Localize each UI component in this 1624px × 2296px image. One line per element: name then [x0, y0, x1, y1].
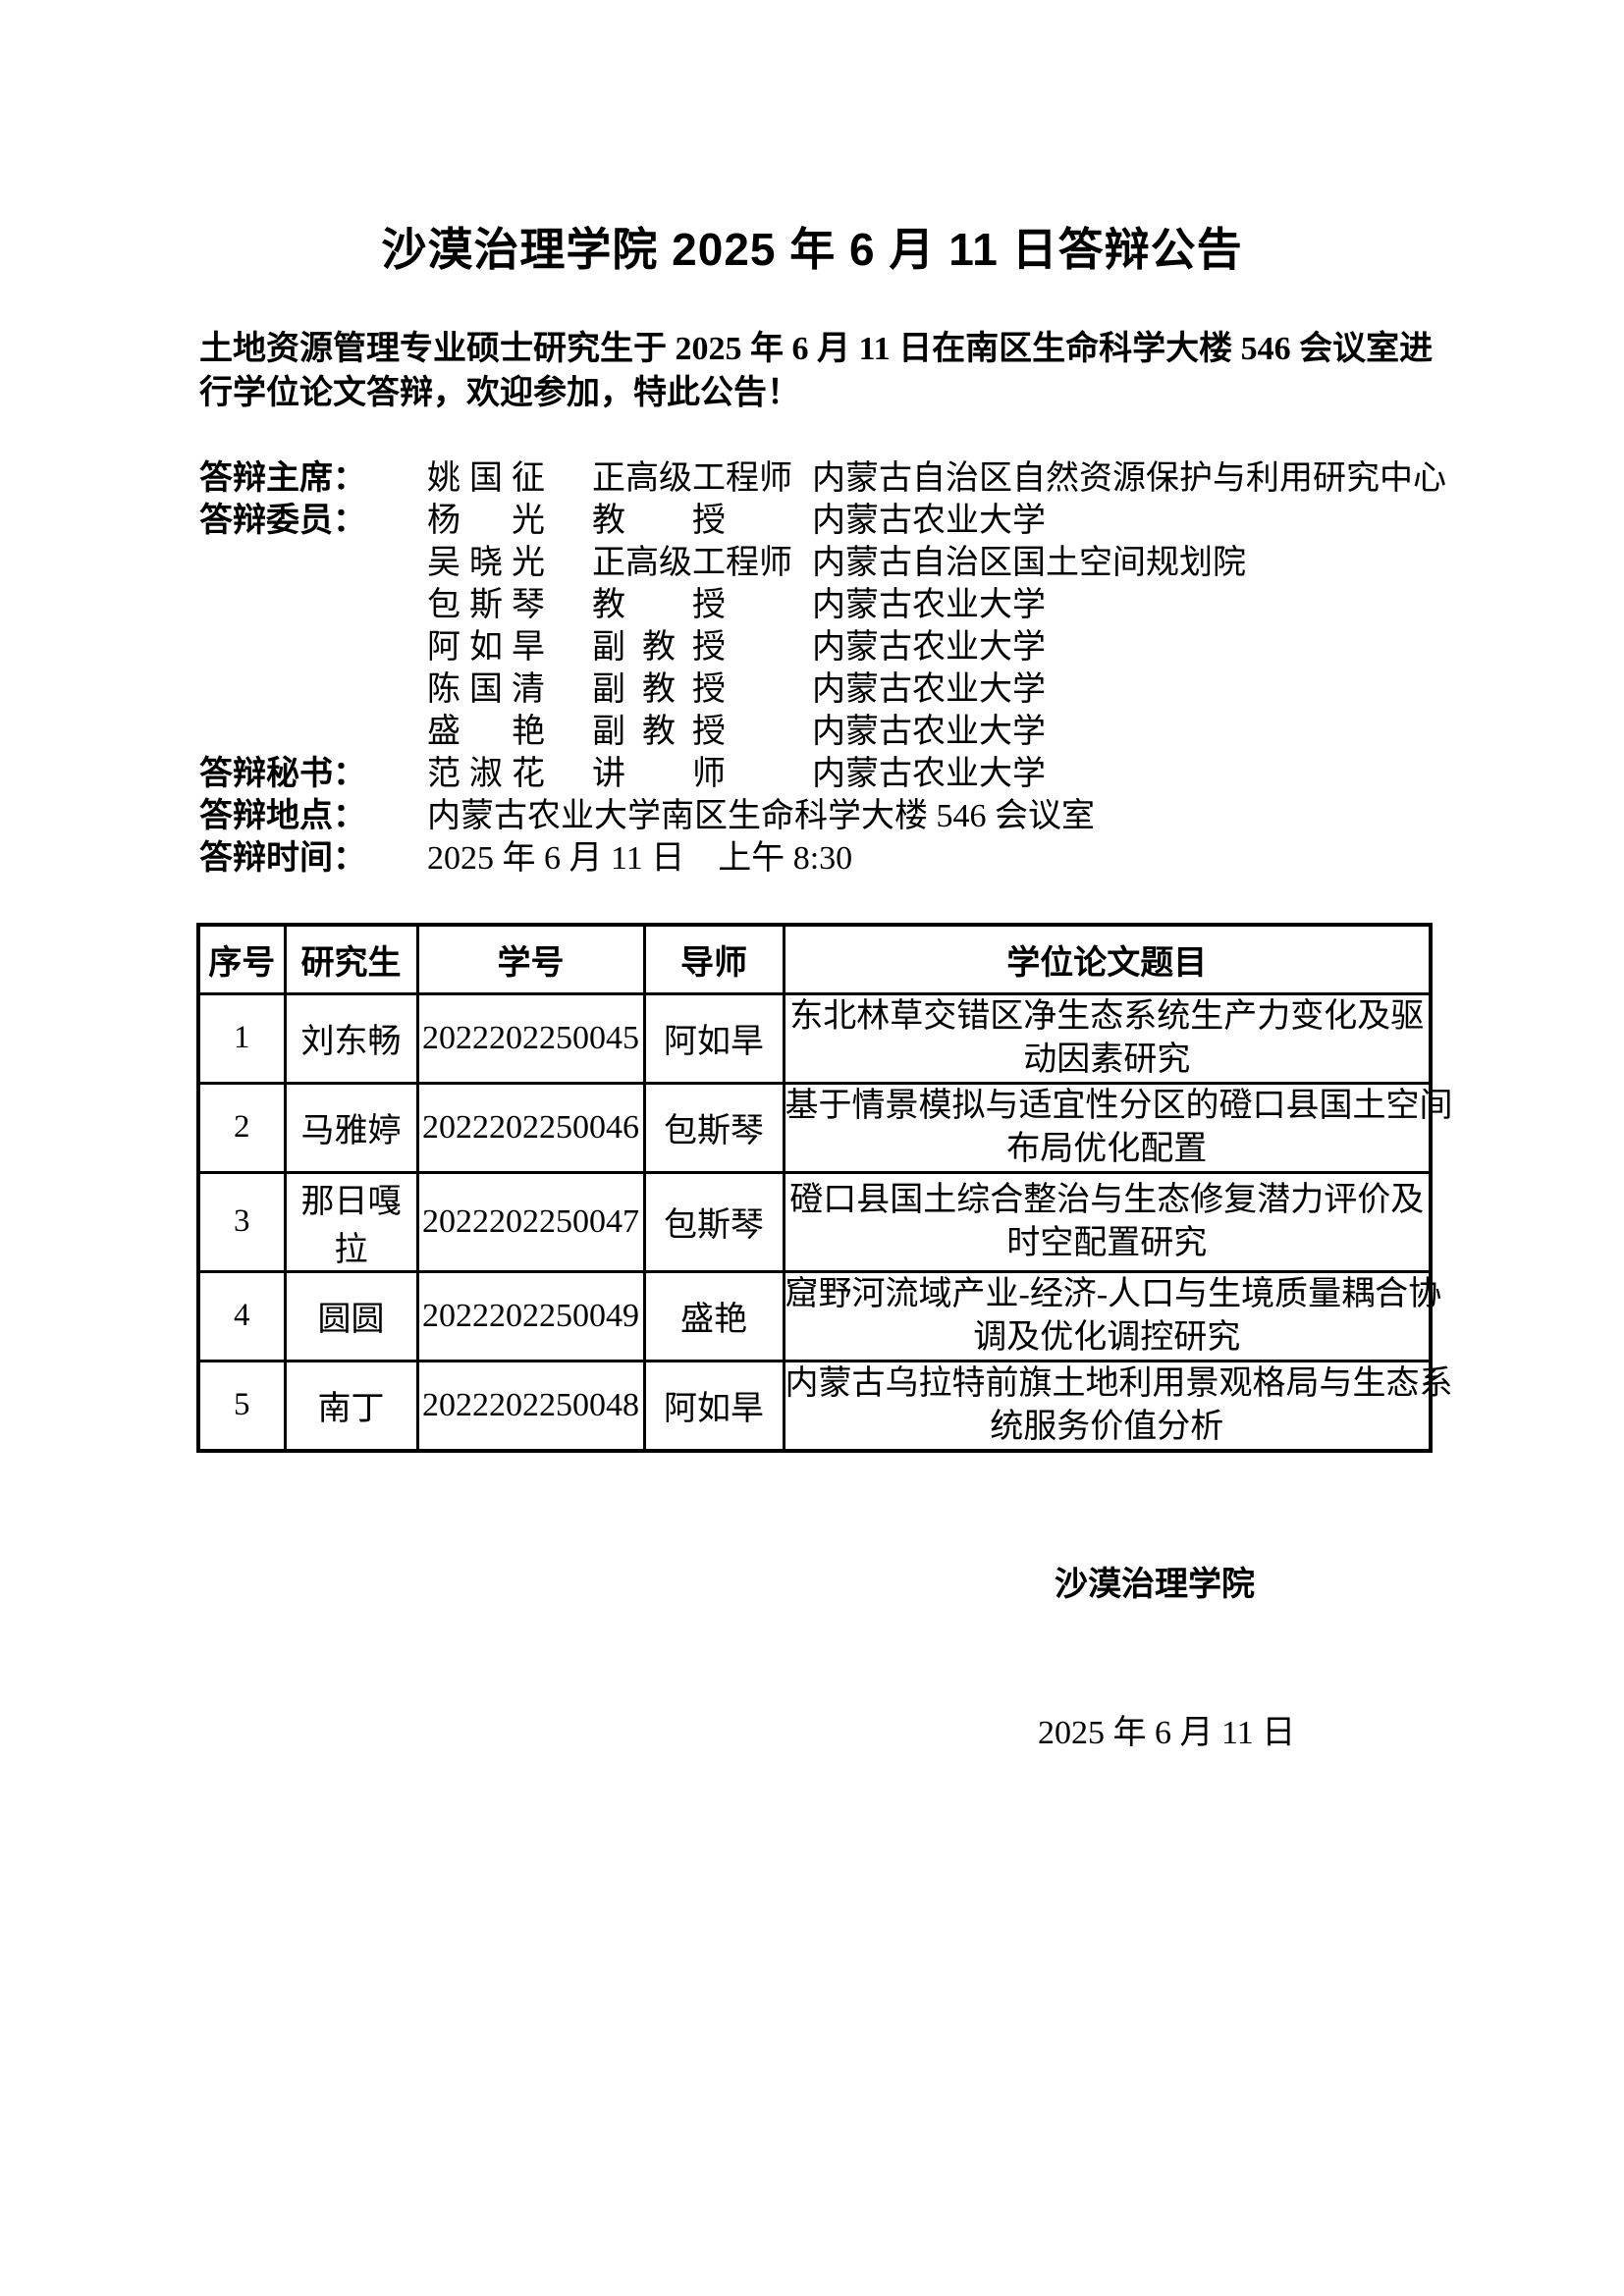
committee-list: 答辩主席： 姚国征 正高级工程师 内蒙古自治区自然资源保护与利用研究中心 答辩委…	[199, 457, 1515, 880]
committee-role-label: 答辩秘书：	[199, 756, 366, 792]
member-name: 陈国清	[427, 671, 545, 708]
member-name: 盛艳	[427, 714, 545, 750]
member-org: 内蒙古农业大学	[812, 629, 1046, 666]
member-org: 内蒙古农业大学	[812, 756, 1046, 792]
thesis-title-line: 东北林草交错区净生态系统生产力变化及驱	[789, 997, 1425, 1035]
table-header-row: 序号 研究生 学号 导师 学位论文题目	[196, 923, 1433, 995]
seq-cell: 3	[196, 1170, 287, 1273]
footer-date: 2025 年 6 月 11 日	[1038, 1715, 1296, 1751]
committee-row: 答辩委员： 杨光 教授 内蒙古农业大学	[199, 500, 1515, 542]
committee-row: 陈国清 副教授 内蒙古农业大学	[199, 668, 1515, 711]
advisor-cell: 阿如旱	[642, 991, 785, 1085]
seq-cell: 2	[196, 1081, 287, 1174]
member-name: 范淑花	[427, 756, 545, 792]
advisor-cell: 阿如旱	[642, 1359, 785, 1452]
page-title: 沙漠治理学院 2025 年 6 月 11 日答辩公告	[381, 224, 1243, 275]
student-cell: 马雅婷	[283, 1081, 419, 1174]
student-id-cell: 2022202250045	[415, 991, 646, 1085]
intro-paragraph: 土地资源管理专业硕士研究生于 2025 年 6 月 11 日在南区生命科学大楼 …	[199, 327, 1434, 415]
member-title: 讲师	[592, 756, 726, 792]
seq-cell: 1	[196, 991, 287, 1085]
defense-schedule-table: 序号 研究生 学号 导师 学位论文题目 1 刘东畅 2022202250045 …	[196, 923, 1453, 1453]
thesis-title-cell: 基于情景模拟与适宜性分区的磴口县国土空间 布局优化配置	[782, 1081, 1453, 1174]
student-id-cell: 2022202250048	[415, 1359, 646, 1452]
intro-line: 行学位论文答辩，欢迎参加，特此公告！	[199, 375, 800, 411]
thesis-title-cell: 磴口县国土综合整治与生态修复潜力评价及 时空配置研究	[782, 1170, 1433, 1273]
time-value: 2025 年 6 月 11 日 上午 8:30	[427, 840, 853, 877]
seq-cell: 5	[196, 1359, 287, 1452]
column-header-thesis: 学位论文题目	[782, 923, 1433, 995]
member-org: 内蒙古农业大学	[812, 671, 1046, 708]
committee-row: 吴晓光 正高级工程师 内蒙古自治区国土空间规划院	[199, 542, 1515, 584]
member-org: 内蒙古自治区国土空间规划院	[812, 545, 1246, 581]
thesis-title-line: 调及优化调控研究	[973, 1318, 1241, 1356]
table-row: 1 刘东畅 2022202250045 阿如旱 东北林草交错区净生态系统生产力变…	[196, 991, 1433, 1085]
column-header-student: 研究生	[283, 923, 419, 995]
advisor-cell: 包斯琴	[642, 1081, 785, 1174]
column-header-id: 学号	[415, 923, 646, 995]
member-title: 正高级工程师	[592, 545, 792, 581]
member-name: 阿如旱	[427, 629, 545, 666]
thesis-title-line: 布局优化配置	[1006, 1130, 1208, 1167]
time-row: 答辩时间： 2025 年 6 月 11 日 上午 8:30	[199, 837, 1515, 880]
member-name: 包斯琴	[427, 587, 545, 623]
student-id-cell: 2022202250046	[415, 1081, 646, 1174]
table-row: 4 圆圆 2022202250049 盛艳 窟野河流域产业-经济-人口与生境质量…	[196, 1269, 1442, 1362]
student-id-cell: 2022202250049	[415, 1269, 646, 1362]
thesis-title-line: 统服务价值分析	[990, 1408, 1224, 1445]
member-org: 内蒙古农业大学	[812, 503, 1046, 539]
member-title: 正高级工程师	[592, 460, 792, 497]
committee-row: 包斯琴 教授 内蒙古农业大学	[199, 584, 1515, 626]
member-title: 副教授	[592, 671, 726, 708]
student-cell: 那日嘎拉	[283, 1170, 419, 1273]
advisor-cell: 包斯琴	[642, 1170, 785, 1273]
footer-signature: 沙漠治理学院	[1055, 1567, 1255, 1603]
member-org: 内蒙古农业大学	[812, 587, 1046, 623]
committee-role-label: 答辩委员：	[199, 503, 366, 539]
member-name: 姚国征	[427, 460, 545, 497]
venue-value: 内蒙古农业大学南区生命科学大楼 546 会议室	[427, 798, 1095, 834]
student-cell: 刘东畅	[283, 991, 419, 1085]
member-title: 教授	[592, 587, 726, 623]
seq-cell: 4	[196, 1269, 287, 1362]
thesis-title-cell: 内蒙古乌拉特前旗土地利用景观格局与生态系 统服务价值分析	[782, 1359, 1453, 1452]
table-row: 5 南丁 2022202250048 阿如旱 内蒙古乌拉特前旗土地利用景观格局与…	[196, 1359, 1453, 1452]
advisor-cell: 盛艳	[642, 1269, 785, 1362]
table-row: 2 马雅婷 2022202250046 包斯琴 基于情景模拟与适宜性分区的磴口县…	[196, 1081, 1453, 1174]
committee-row: 答辩主席： 姚国征 正高级工程师 内蒙古自治区自然资源保护与利用研究中心	[199, 457, 1515, 500]
table-row: 3 那日嘎拉 2022202250047 包斯琴 磴口县国土综合整治与生态修复潜…	[196, 1170, 1433, 1273]
member-name: 杨光	[427, 503, 545, 539]
thesis-title-cell: 东北林草交错区净生态系统生产力变化及驱 动因素研究	[782, 991, 1433, 1085]
student-id-cell: 2022202250047	[415, 1170, 646, 1273]
thesis-title-line: 磴口县国土综合整治与生态修复潜力评价及	[789, 1181, 1425, 1218]
thesis-title-cell: 窟野河流域产业-经济-人口与生境质量耦合协 调及优化调控研究	[782, 1269, 1442, 1362]
thesis-title-line: 窟野河流域产业-经济-人口与生境质量耦合协	[785, 1275, 1442, 1312]
committee-row: 盛艳 副教授 内蒙古农业大学	[199, 711, 1515, 753]
member-title: 副教授	[592, 714, 726, 750]
student-cell: 圆圆	[283, 1269, 419, 1362]
thesis-title-line: 动因素研究	[1023, 1041, 1191, 1078]
member-org: 内蒙古自治区自然资源保护与利用研究中心	[812, 460, 1446, 497]
venue-row: 答辩地点： 内蒙古农业大学南区生命科学大楼 546 会议室	[199, 795, 1515, 837]
committee-row: 阿如旱 副教授 内蒙古农业大学	[199, 626, 1515, 668]
committee-role-label: 答辩主席：	[199, 460, 366, 497]
member-org: 内蒙古农业大学	[812, 714, 1046, 750]
intro-line: 土地资源管理专业硕士研究生于 2025 年 6 月 11 日在南区生命科学大楼 …	[199, 331, 1434, 367]
thesis-title-line: 时空配置研究	[1006, 1224, 1208, 1261]
column-header-seq: 序号	[196, 923, 287, 995]
committee-row: 答辩秘书： 范淑花 讲师 内蒙古农业大学	[199, 753, 1515, 795]
member-title: 副教授	[592, 629, 726, 666]
time-label: 答辩时间：	[199, 840, 366, 877]
thesis-title-line: 内蒙古乌拉特前旗土地利用景观格局与生态系	[785, 1364, 1453, 1402]
thesis-title-line: 基于情景模拟与适宜性分区的磴口县国土空间	[785, 1087, 1453, 1124]
member-title: 教授	[592, 503, 726, 539]
venue-label: 答辩地点：	[199, 798, 366, 834]
column-header-advisor: 导师	[642, 923, 785, 995]
member-name: 吴晓光	[427, 545, 545, 581]
student-cell: 南丁	[283, 1359, 419, 1452]
